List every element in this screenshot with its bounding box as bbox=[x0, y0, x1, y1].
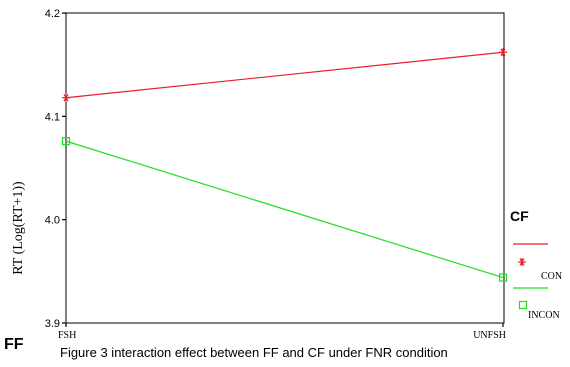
figure-caption: Figure 3 interaction effect between FF a… bbox=[60, 345, 448, 360]
plot-border bbox=[65, 12, 505, 324]
x-axis-label: FF bbox=[4, 336, 24, 353]
point-incon bbox=[61, 137, 71, 146]
point-con bbox=[499, 48, 507, 57]
plot-frame bbox=[65, 12, 505, 324]
y-tick-label: 3.9 bbox=[45, 318, 60, 330]
y-tick-label: 4.0 bbox=[45, 215, 60, 227]
legend: CON INCON bbox=[513, 243, 562, 321]
x-tick-label: FSH bbox=[58, 330, 76, 341]
x-tick-label: UNFSH bbox=[473, 330, 506, 341]
x-axis: FSH UNFSH bbox=[58, 323, 506, 341]
legend-title: CF bbox=[510, 208, 529, 224]
point-con bbox=[62, 93, 70, 102]
legend-marker-con bbox=[518, 258, 526, 266]
y-tick-label: 4.2 bbox=[45, 8, 60, 20]
y-axis: 3.9 4.0 4.1 4.2 bbox=[45, 8, 66, 330]
legend-label-con: CON bbox=[541, 271, 562, 282]
series-line-con bbox=[65, 51, 504, 99]
series-layer bbox=[61, 48, 508, 282]
y-axis-label: RT (Log(RT+1)) bbox=[11, 181, 26, 275]
legend-marker-incon bbox=[518, 300, 528, 310]
y-tick-label: 4.1 bbox=[45, 111, 60, 123]
series-line-incon bbox=[65, 140, 504, 279]
legend-label-incon: INCON bbox=[528, 310, 560, 321]
point-incon bbox=[498, 273, 508, 282]
